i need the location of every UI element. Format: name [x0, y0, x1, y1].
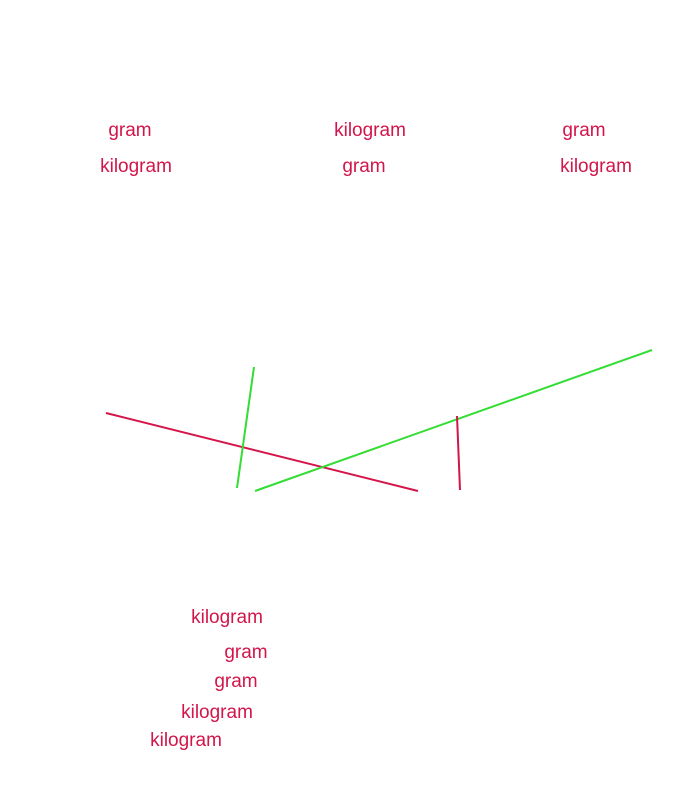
- word-label[interactable]: kilogram: [560, 156, 632, 177]
- green-line: [236, 366, 255, 489]
- word-label[interactable]: gram: [224, 642, 267, 663]
- word-label[interactable]: kilogram: [181, 702, 253, 723]
- word-label[interactable]: kilogram: [334, 120, 406, 141]
- word-label[interactable]: gram: [108, 120, 151, 141]
- red-line: [456, 415, 461, 491]
- word-label[interactable]: gram: [562, 120, 605, 141]
- word-label[interactable]: kilogram: [191, 607, 263, 628]
- word-label[interactable]: gram: [342, 156, 385, 177]
- word-label[interactable]: kilogram: [100, 156, 172, 177]
- word-label[interactable]: kilogram: [150, 730, 222, 751]
- red-line: [105, 412, 419, 492]
- word-label[interactable]: gram: [214, 671, 257, 692]
- green-line: [254, 349, 653, 492]
